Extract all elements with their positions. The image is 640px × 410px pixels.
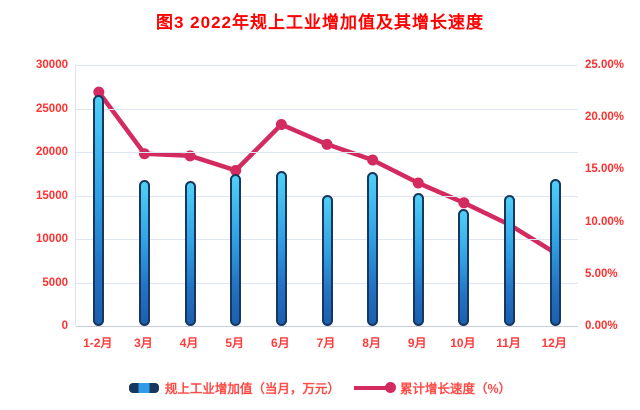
chart-title: 图3 2022年规上工业增加值及其增长速度	[156, 13, 484, 32]
bar-7月	[321, 194, 333, 326]
line-point-10月	[458, 197, 470, 209]
right-axis-tick-label: 20.00%	[585, 111, 625, 124]
gridline	[76, 152, 578, 153]
legend: 规上工业增加值（当月，万元） 累计增长速度（%）	[0, 378, 640, 397]
x-axis-label: 11月	[496, 336, 521, 350]
line-series-swatch-icon	[353, 382, 396, 393]
left-axis-tick-label: 10000	[36, 233, 68, 245]
bar-series-label: 规上工业增加值（当月，万元）	[164, 382, 340, 396]
line-point-1-2月	[93, 86, 105, 98]
bar-1-2月	[93, 95, 105, 326]
right-axis-tick-label: 5.00%	[585, 267, 618, 280]
line-point-4月	[184, 150, 196, 162]
right-axis-tick-label: 25.00%	[585, 59, 625, 71]
bar-6月	[275, 171, 287, 326]
left-axis: 0 5000 10000 15000 20000 25000 30000	[0, 59, 68, 332]
bar-11月	[504, 194, 516, 326]
x-axis-label: 7月	[316, 336, 336, 350]
line-point-9月	[412, 177, 424, 189]
x-axis-label: 3月	[134, 336, 153, 350]
line-point-6月	[275, 119, 287, 131]
x-axis-label: 12月	[541, 336, 567, 350]
left-axis-tick-label: 5000	[42, 276, 68, 289]
right-axis-tick-label: 10.00%	[585, 215, 625, 228]
plot-area	[75, 65, 578, 327]
gridline	[76, 326, 578, 327]
bar-10月	[458, 208, 470, 326]
x-axis-label: 10月	[450, 336, 476, 350]
bar-5月	[230, 173, 242, 326]
x-axis-label: 9月	[407, 336, 427, 350]
left-axis-tick-label: 0	[61, 320, 68, 332]
bar-12月	[549, 178, 561, 326]
line-series-label: 累计增长速度（%）	[399, 382, 512, 396]
line-point-7月	[321, 138, 333, 150]
legend-item-line-series: 累计增长速度（%）	[353, 378, 512, 397]
left-axis-tick-label: 15000	[36, 189, 68, 202]
line-point-3月	[138, 148, 150, 160]
x-axis-label: 1-2月	[83, 336, 113, 350]
left-axis-tick-label: 25000	[36, 102, 68, 115]
x-axis: 1-2月 3月 4月 5月 6月 7月 8月 9月 10月 11月 12月	[75, 334, 577, 352]
bar-3月	[138, 179, 150, 326]
line-point-5月	[230, 164, 242, 176]
bar-series-swatch-icon	[128, 382, 159, 393]
x-axis-label: 4月	[179, 336, 199, 350]
left-axis-tick-label: 30000	[36, 59, 68, 71]
right-axis-tick-label: 15.00%	[585, 163, 625, 176]
right-axis-tick-label: 0.00%	[585, 320, 618, 332]
bar-4月	[184, 180, 196, 326]
bar-8月	[367, 172, 379, 326]
x-axis-label: 5月	[225, 336, 245, 350]
legend-item-bar-series: 规上工业增加值（当月，万元）	[128, 378, 340, 397]
left-axis-tick-label: 20000	[36, 146, 68, 158]
gridline	[76, 108, 578, 110]
gridline	[76, 65, 578, 66]
line-point-8月	[367, 154, 379, 166]
bar-9月	[412, 192, 424, 326]
right-axis: 0.00% 5.00% 10.00% 15.00% 20.00% 25.00%	[585, 59, 640, 332]
x-axis-label: 8月	[362, 336, 381, 350]
x-axis-label: 6月	[271, 336, 290, 350]
